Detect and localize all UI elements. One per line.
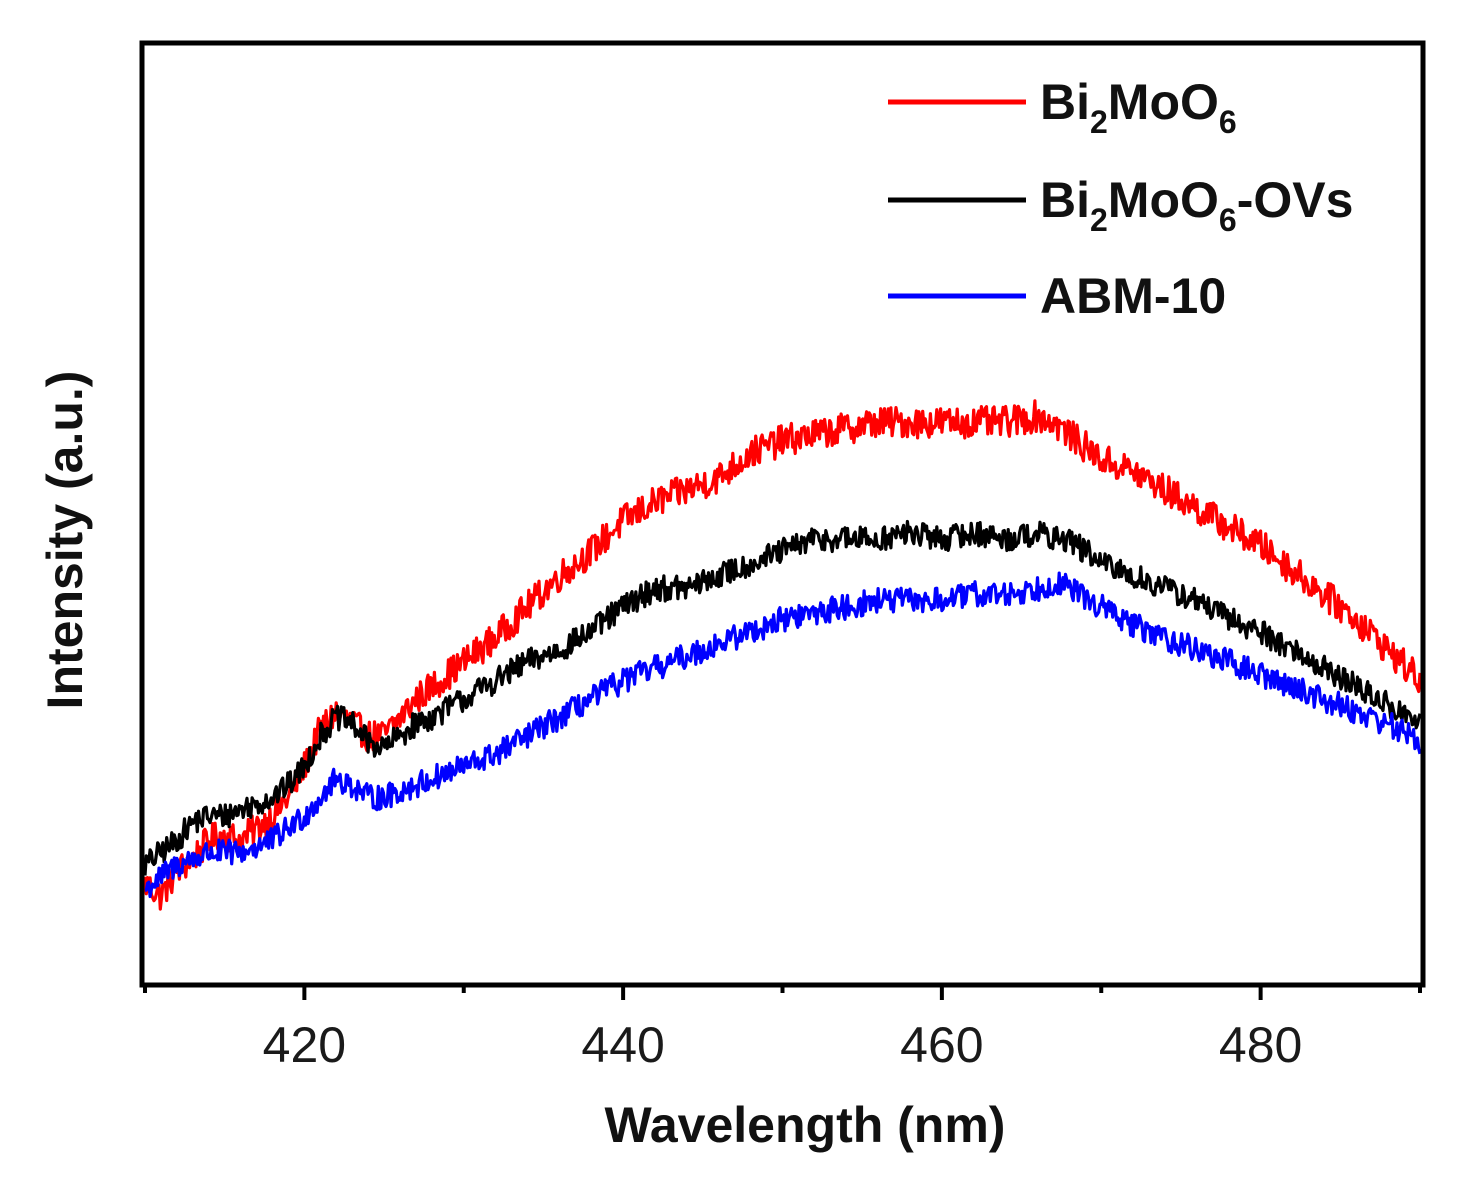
- x-axis-tick-labels: 420 440 460 480: [263, 1017, 1303, 1073]
- x-tick-label: 420: [263, 1017, 346, 1073]
- legend-label-2: Bi2MoO6-OVs: [1040, 172, 1353, 238]
- series-line-2: [143, 519, 1422, 876]
- series-line-1: [143, 399, 1422, 911]
- x-tick-label: 480: [1219, 1017, 1302, 1073]
- x-axis-ticks: [143, 984, 1422, 1000]
- y-axis-title: Intensity (a.u.): [37, 371, 93, 710]
- x-axis-title: Wavelength (nm): [605, 1097, 1006, 1153]
- series-line-3: [144, 571, 1422, 899]
- legend-label-1: Bi2MoO6: [1040, 74, 1237, 140]
- legend: Bi2MoO6 Bi2MoO6-OVs ABM-10: [888, 74, 1353, 324]
- series-lines: [143, 399, 1422, 911]
- legend-label-3: ABM-10: [1040, 268, 1226, 324]
- plot-frame: [139, 40, 1426, 988]
- x-tick-label: 460: [900, 1017, 983, 1073]
- x-tick-label: 440: [581, 1017, 664, 1073]
